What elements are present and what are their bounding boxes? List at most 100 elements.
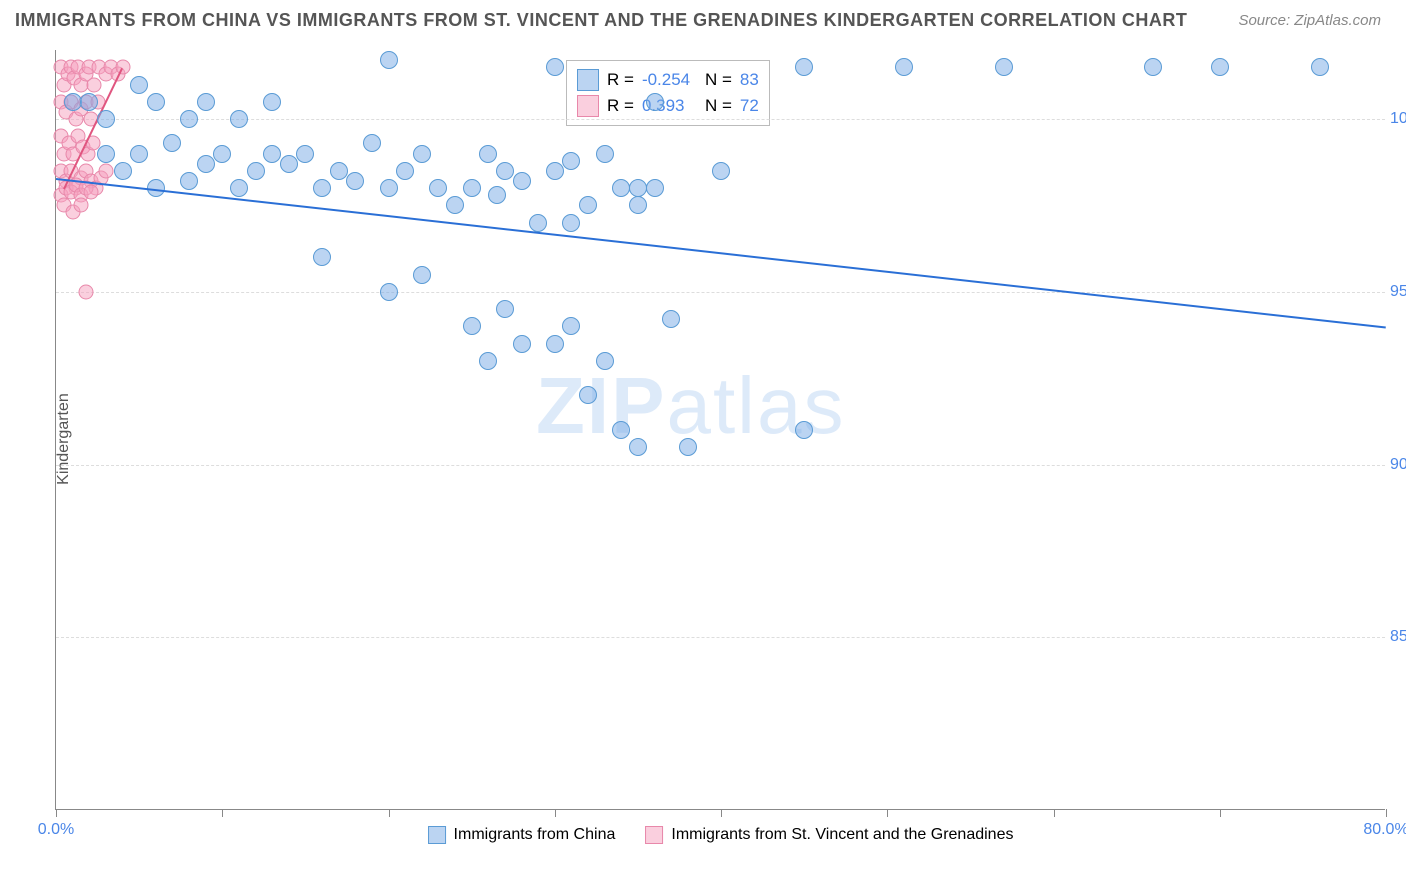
data-point-blue	[363, 134, 381, 152]
data-point-blue	[263, 93, 281, 111]
data-point-blue	[513, 172, 531, 190]
data-point-blue	[114, 162, 132, 180]
data-point-blue	[795, 421, 813, 439]
data-point-blue	[180, 172, 198, 190]
data-point-blue	[247, 162, 265, 180]
x-tick	[887, 809, 888, 817]
y-tick-label: 95.0%	[1390, 283, 1406, 301]
x-tick	[1220, 809, 1221, 817]
data-point-blue	[679, 438, 697, 456]
r-label: R =	[607, 70, 634, 90]
gridline	[56, 465, 1385, 466]
data-point-blue	[646, 179, 664, 197]
data-point-blue	[629, 196, 647, 214]
data-point-blue	[488, 186, 506, 204]
data-point-blue	[895, 58, 913, 76]
data-point-blue	[463, 317, 481, 335]
data-point-blue	[795, 58, 813, 76]
data-point-blue	[346, 172, 364, 190]
data-point-blue	[579, 386, 597, 404]
data-point-blue	[180, 110, 198, 128]
data-point-blue	[280, 155, 298, 173]
legend-swatch-blue	[577, 69, 599, 91]
data-point-blue	[995, 58, 1013, 76]
data-point-blue	[1311, 58, 1329, 76]
data-point-blue	[313, 248, 331, 266]
data-point-blue	[596, 352, 614, 370]
data-point-blue	[429, 179, 447, 197]
legend-swatch-pink-icon	[645, 826, 663, 844]
data-point-blue	[413, 266, 431, 284]
legend-swatch-pink	[577, 95, 599, 117]
data-point-blue	[197, 155, 215, 173]
x-tick	[721, 809, 722, 817]
data-point-blue	[263, 145, 281, 163]
data-point-blue	[612, 179, 630, 197]
data-point-blue	[579, 196, 597, 214]
data-point-blue	[163, 134, 181, 152]
data-point-blue	[380, 51, 398, 69]
n-label: N =	[705, 96, 732, 116]
data-point-blue	[562, 214, 580, 232]
data-point-blue	[612, 421, 630, 439]
data-point-pink	[73, 198, 88, 213]
legend-item-pink: Immigrants from St. Vincent and the Gren…	[645, 826, 1013, 844]
data-point-blue	[64, 93, 82, 111]
data-point-pink	[98, 163, 113, 178]
legend-label-blue: Immigrants from China	[454, 826, 616, 844]
data-point-blue	[80, 93, 98, 111]
data-point-blue	[130, 145, 148, 163]
data-point-blue	[213, 145, 231, 163]
gridline	[56, 119, 1385, 120]
x-tick	[1386, 809, 1387, 817]
data-point-blue	[629, 438, 647, 456]
chart-plot-area: ZIPatlas R = -0.254 N = 83 R = 0.393 N =…	[55, 50, 1385, 810]
data-point-blue	[513, 335, 531, 353]
watermark-bold: ZIP	[536, 361, 666, 450]
trendline-blue	[56, 178, 1386, 329]
data-point-blue	[1211, 58, 1229, 76]
data-point-blue	[197, 93, 215, 111]
n-value-blue: 83	[740, 70, 759, 90]
data-point-blue	[313, 179, 331, 197]
data-point-blue	[446, 196, 464, 214]
gridline	[56, 637, 1385, 638]
y-tick-label: 100.0%	[1390, 110, 1406, 128]
data-point-blue	[396, 162, 414, 180]
x-tick-label-right: 80.0%	[1363, 821, 1406, 839]
legend-label-pink: Immigrants from St. Vincent and the Gren…	[671, 826, 1013, 844]
data-point-blue	[629, 179, 647, 197]
data-point-blue	[97, 145, 115, 163]
data-point-blue	[546, 58, 564, 76]
x-tick	[56, 809, 57, 817]
data-point-blue	[562, 317, 580, 335]
x-tick	[389, 809, 390, 817]
data-point-blue	[546, 335, 564, 353]
x-tick	[1054, 809, 1055, 817]
data-point-blue	[479, 352, 497, 370]
data-point-blue	[496, 162, 514, 180]
data-point-blue	[380, 283, 398, 301]
stats-legend-row-blue: R = -0.254 N = 83	[577, 67, 759, 93]
data-point-pink	[78, 284, 93, 299]
data-point-blue	[646, 93, 664, 111]
data-point-blue	[413, 145, 431, 163]
legend-item-blue: Immigrants from China	[428, 826, 616, 844]
r-label: R =	[607, 96, 634, 116]
data-point-blue	[479, 145, 497, 163]
x-tick-label-left: 0.0%	[38, 821, 74, 839]
legend-swatch-blue-icon	[428, 826, 446, 844]
data-point-blue	[562, 152, 580, 170]
data-point-blue	[147, 93, 165, 111]
n-value-pink: 72	[740, 96, 759, 116]
data-point-blue	[97, 110, 115, 128]
data-point-blue	[1144, 58, 1162, 76]
chart-source: Source: ZipAtlas.com	[1238, 12, 1381, 29]
data-point-blue	[546, 162, 564, 180]
data-point-blue	[463, 179, 481, 197]
data-point-blue	[529, 214, 547, 232]
series-legend: Immigrants from China Immigrants from St…	[428, 826, 1014, 844]
n-label: N =	[705, 70, 732, 90]
x-tick	[555, 809, 556, 817]
data-point-blue	[230, 179, 248, 197]
